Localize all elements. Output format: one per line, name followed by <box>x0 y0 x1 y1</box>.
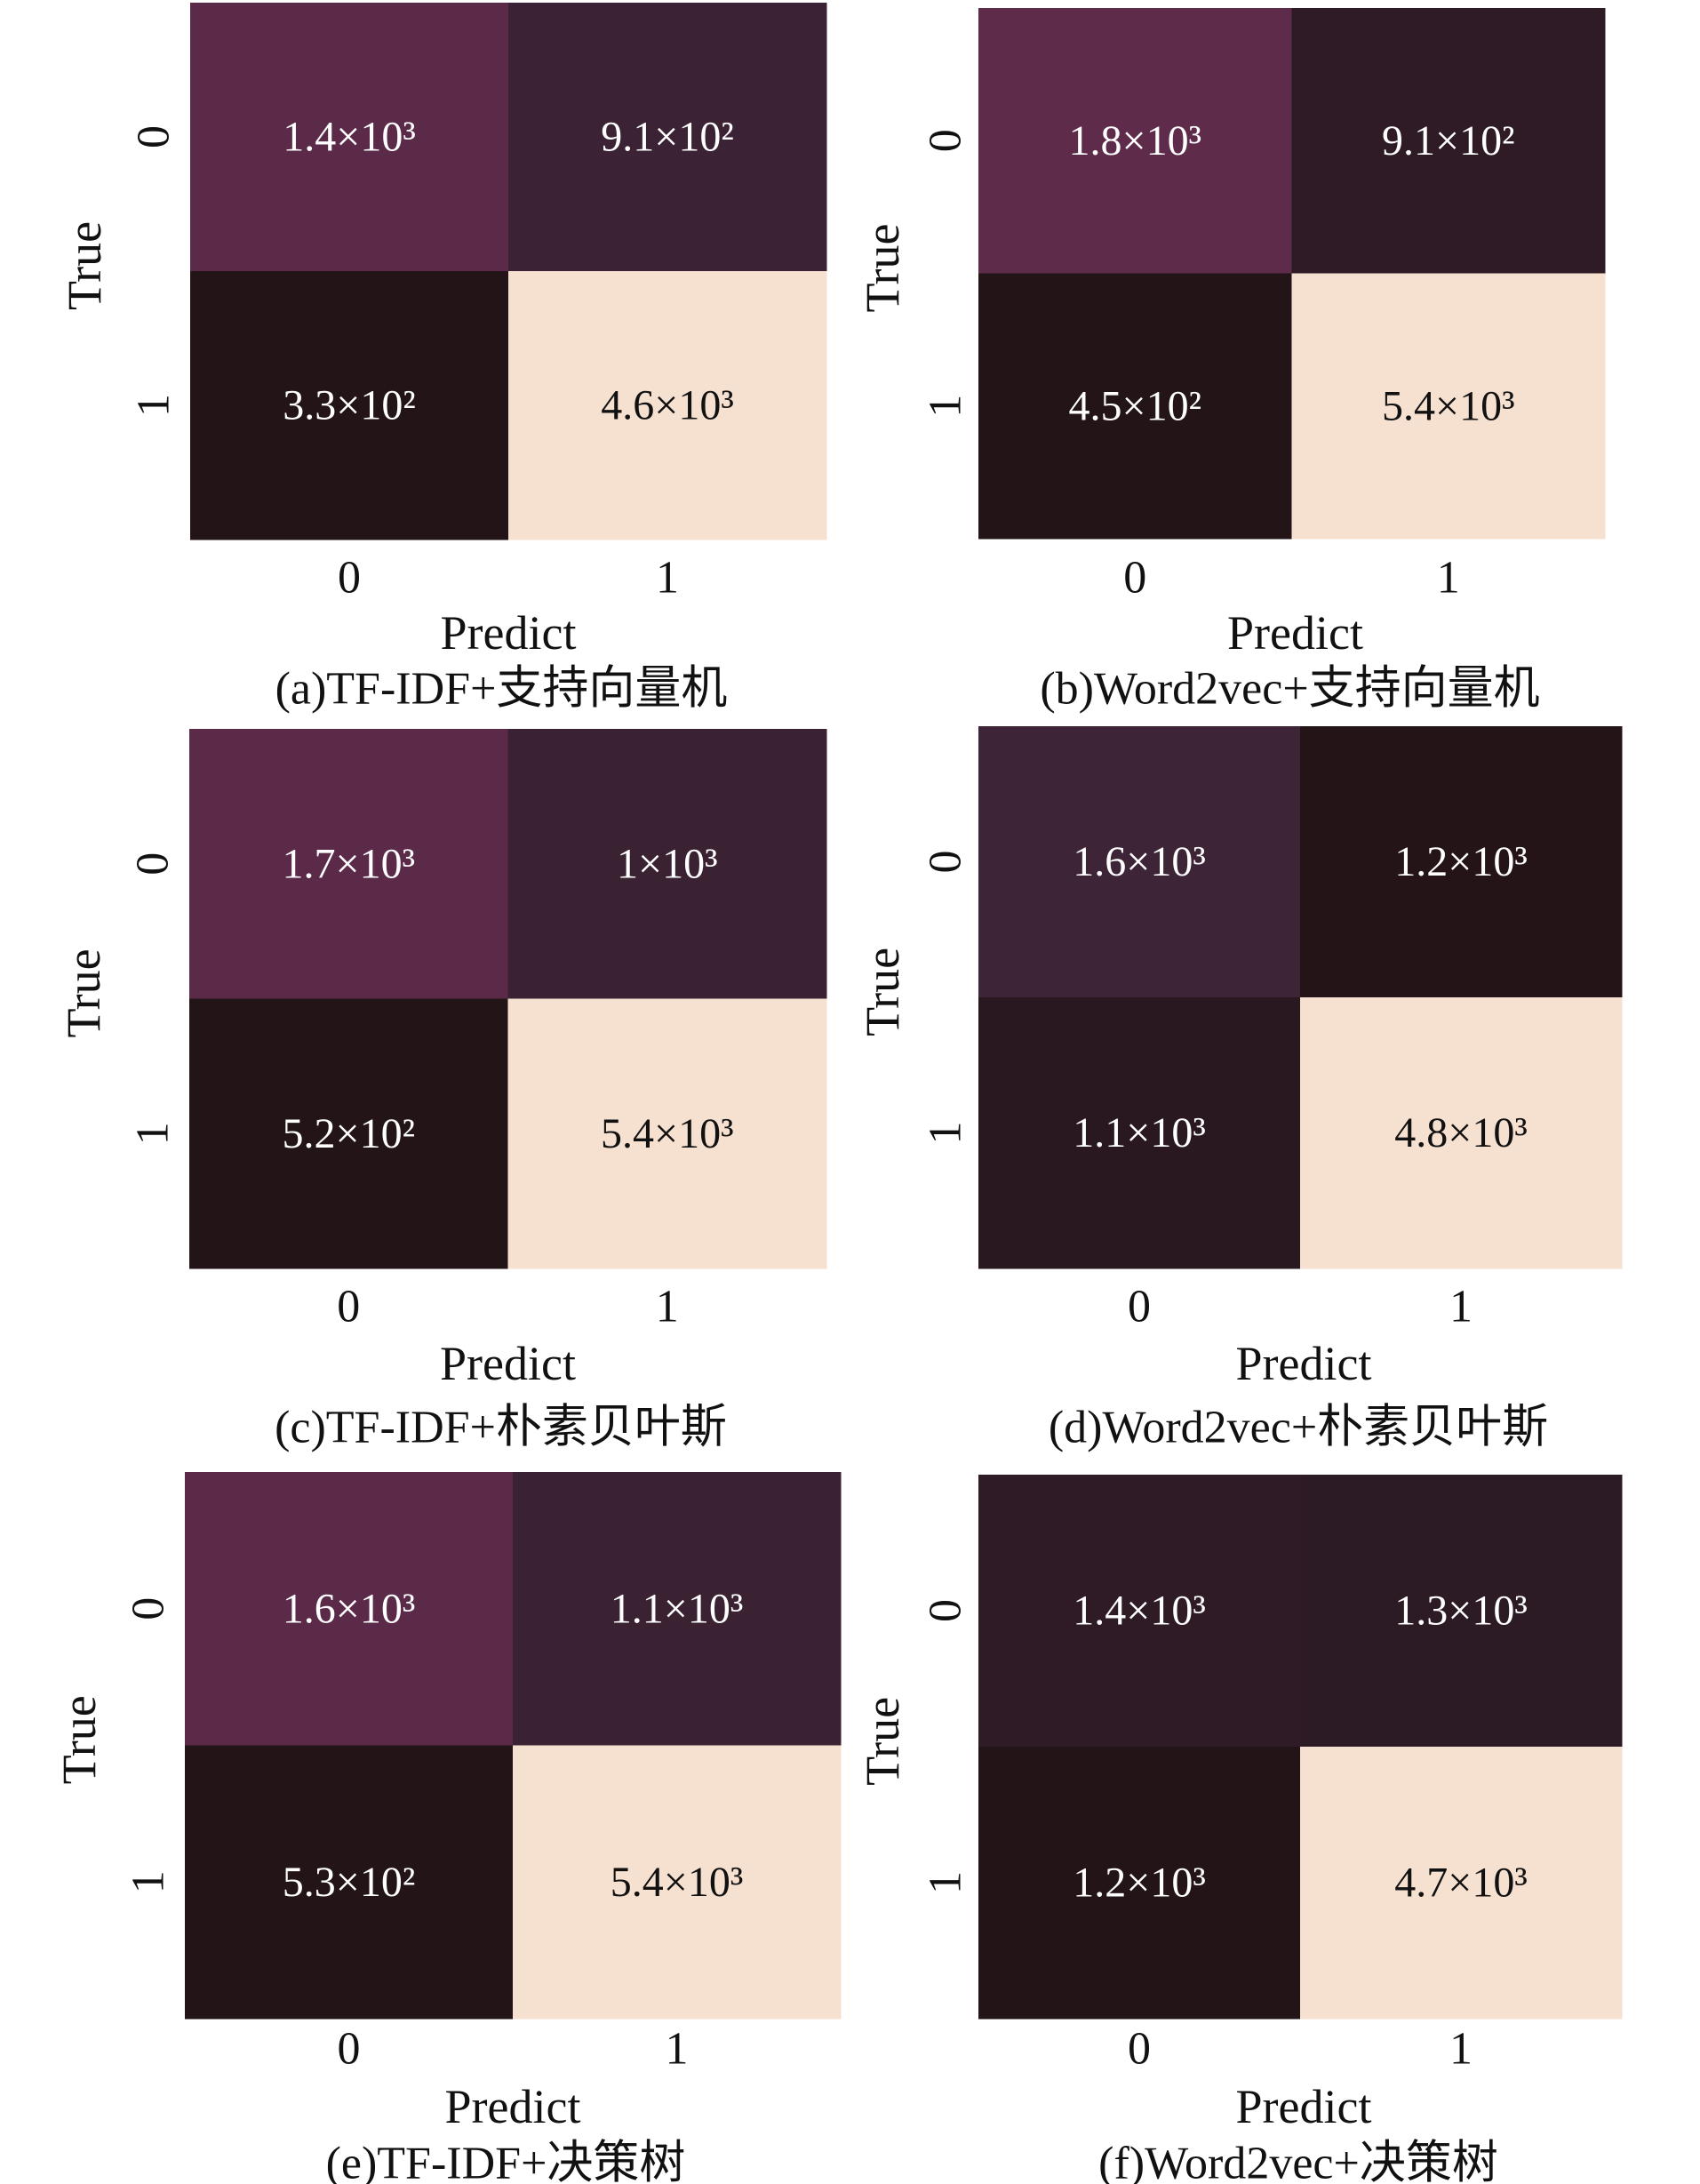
heatmap-cell <box>189 729 508 999</box>
heatmap-cell <box>185 1472 514 1746</box>
confusion-matrix-panel: 1.8×10³ 9.1×10² 4.5×10² 5.4×10³ 0 1 0 1 True Pred… <box>856 8 1606 715</box>
heatmap-cell <box>1300 997 1623 1269</box>
x-axis-label: Predict <box>1236 1337 1372 1390</box>
cell-value-label: 5.4×10³ <box>611 1859 743 1906</box>
y-tick-label: 0 <box>921 851 971 874</box>
y-axis-label: True <box>58 221 111 310</box>
cell-value-label: 1.6×10³ <box>1073 838 1205 885</box>
y-axis-label: True <box>52 1695 106 1784</box>
y-tick-label: 1 <box>124 1870 174 1893</box>
cell-value-label: 9.1×10² <box>601 114 733 161</box>
panel-caption: (c)TF-IDF+朴素贝叶斯 <box>275 1403 727 1453</box>
heatmap-cell <box>513 1745 842 2020</box>
heatmap-cell <box>513 1472 842 1746</box>
confusion-matrix-panel: 1.6×10³ 1.1×10³ 5.3×10² 5.4×10³ 0 1 0 1 True Pred… <box>52 1472 842 2184</box>
cell-value-label: 4.5×10² <box>1069 382 1201 429</box>
heatmap-cell <box>1300 726 1623 998</box>
y-tick-label: 0 <box>921 129 971 152</box>
x-axis-label: Predict <box>1227 606 1363 660</box>
y-tick-label: 0 <box>124 1597 174 1620</box>
y-axis-label: True <box>856 948 909 1036</box>
cell-value-label: 1.2×10³ <box>1073 1860 1205 1907</box>
x-tick-label: 1 <box>1449 1282 1473 1332</box>
x-axis-label: Predict <box>445 2080 581 2133</box>
x-tick-label: 1 <box>666 2024 689 2075</box>
heatmap-cell <box>1291 273 1606 540</box>
heatmap-cell <box>507 729 827 999</box>
x-tick-label: 0 <box>1128 1282 1151 1332</box>
confusion-matrix-panel: 1.4×10³ 9.1×10² 3.3×10² 4.6×10³ 0 1 0 1 True Pred… <box>58 3 827 715</box>
x-tick-label: 1 <box>656 553 679 604</box>
y-tick-label: 1 <box>921 1871 971 1894</box>
heatmap-cell <box>190 3 509 272</box>
heatmap-cell <box>1300 1747 1623 2020</box>
cell-value-label: 1.7×10³ <box>283 840 415 887</box>
y-axis-label: True <box>57 948 110 1037</box>
heatmap-cell <box>1291 8 1606 274</box>
y-tick-label: 1 <box>129 394 180 417</box>
cell-value-label: 5.2×10² <box>283 1110 415 1157</box>
y-tick-label: 0 <box>921 1599 971 1622</box>
cell-value-label: 3.3×10² <box>283 382 415 429</box>
cell-value-label: 4.7×10³ <box>1394 1860 1527 1907</box>
cell-value-label: 1.4×10³ <box>1073 1588 1205 1635</box>
x-tick-label: 0 <box>338 553 361 604</box>
heatmap-cell <box>508 271 827 540</box>
y-tick-label: 0 <box>128 852 179 876</box>
x-axis-label: Predict <box>441 606 577 660</box>
heatmap-cell <box>978 726 1301 998</box>
x-tick-label: 1 <box>656 1282 679 1332</box>
cell-value-label: 1.1×10³ <box>1073 1109 1205 1156</box>
heatmap-cell <box>978 997 1301 1269</box>
heatmap-cell <box>185 1745 514 2020</box>
heatmap-cell <box>978 1747 1301 2020</box>
x-axis-label: Predict <box>1236 2080 1372 2133</box>
heatmap-cell <box>189 998 508 1269</box>
x-tick-label: 0 <box>1128 2024 1151 2075</box>
cell-value-label: 1.1×10³ <box>611 1585 743 1632</box>
panel-caption: (a)TF-IDF+支持向量机 <box>275 664 728 715</box>
heatmap-cell <box>508 3 827 272</box>
heatmap-cell <box>190 271 509 540</box>
cell-value-label: 1.2×10³ <box>1394 838 1527 885</box>
cell-value-label: 4.8×10³ <box>1394 1109 1527 1156</box>
cell-value-label: 1.8×10³ <box>1069 117 1201 164</box>
heatmap-cell <box>1300 1475 1623 1748</box>
y-tick-label: 1 <box>921 1122 971 1145</box>
y-axis-label: True <box>856 224 909 313</box>
cell-value-label: 1.3×10³ <box>1394 1588 1527 1635</box>
y-axis-label: True <box>856 1697 909 1786</box>
cell-value-label: 1.6×10³ <box>283 1585 415 1632</box>
panel-caption: (d)Word2vec+朴素贝叶斯 <box>1049 1403 1548 1453</box>
x-tick-label: 1 <box>1437 553 1460 604</box>
y-tick-label: 1 <box>921 395 971 418</box>
cell-value-label: 9.1×10² <box>1382 117 1514 164</box>
confusion-matrix-panel: 1.7×10³ 1×10³ 5.2×10² 5.4×10³ 0 1 0 1 True Predic… <box>57 729 827 1453</box>
heatmap-cell <box>978 8 1292 274</box>
heatmap-cell <box>978 273 1292 540</box>
panel-caption: (e)TF-IDF+决策树 <box>326 2139 686 2184</box>
panel-caption: (f)Word2vec+决策树 <box>1098 2139 1498 2184</box>
x-tick-label: 0 <box>338 2024 361 2075</box>
cell-value-label: 1.4×10³ <box>283 114 415 161</box>
x-tick-label: 0 <box>337 1282 360 1332</box>
y-tick-label: 1 <box>128 1122 179 1145</box>
confusion-matrix-panel: 1.6×10³ 1.2×10³ 1.1×10³ 4.8×10³ 0 1 0 1 True Pred… <box>856 726 1623 1453</box>
x-tick-label: 0 <box>1123 553 1146 604</box>
heatmap-cell <box>507 998 827 1269</box>
cell-value-label: 4.6×10³ <box>601 382 733 429</box>
panel-caption: (b)Word2vec+支持向量机 <box>1040 664 1539 715</box>
confusion-matrix-panel: 1.4×10³ 1.3×10³ 1.2×10³ 4.7×10³ 0 1 0 1 True Pred… <box>856 1475 1623 2184</box>
cell-value-label: 5.4×10³ <box>601 1110 733 1157</box>
cell-value-label: 1×10³ <box>617 840 717 887</box>
cell-value-label: 5.3×10² <box>283 1859 415 1906</box>
y-tick-label: 0 <box>129 125 180 148</box>
x-axis-label: Predict <box>440 1337 576 1390</box>
cell-value-label: 5.4×10³ <box>1382 382 1514 429</box>
heatmap-cell <box>978 1475 1301 1748</box>
x-tick-label: 1 <box>1449 2024 1473 2075</box>
